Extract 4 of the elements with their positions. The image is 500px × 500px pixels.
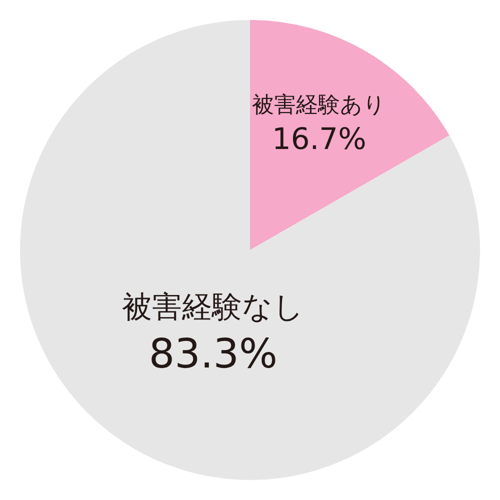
- slice-label: 被害経験なし: [122, 290, 304, 325]
- data-label: 83.3%: [148, 330, 278, 378]
- data-label: 16.7%: [272, 122, 366, 157]
- slice-label: 被害経験あり: [252, 92, 386, 118]
